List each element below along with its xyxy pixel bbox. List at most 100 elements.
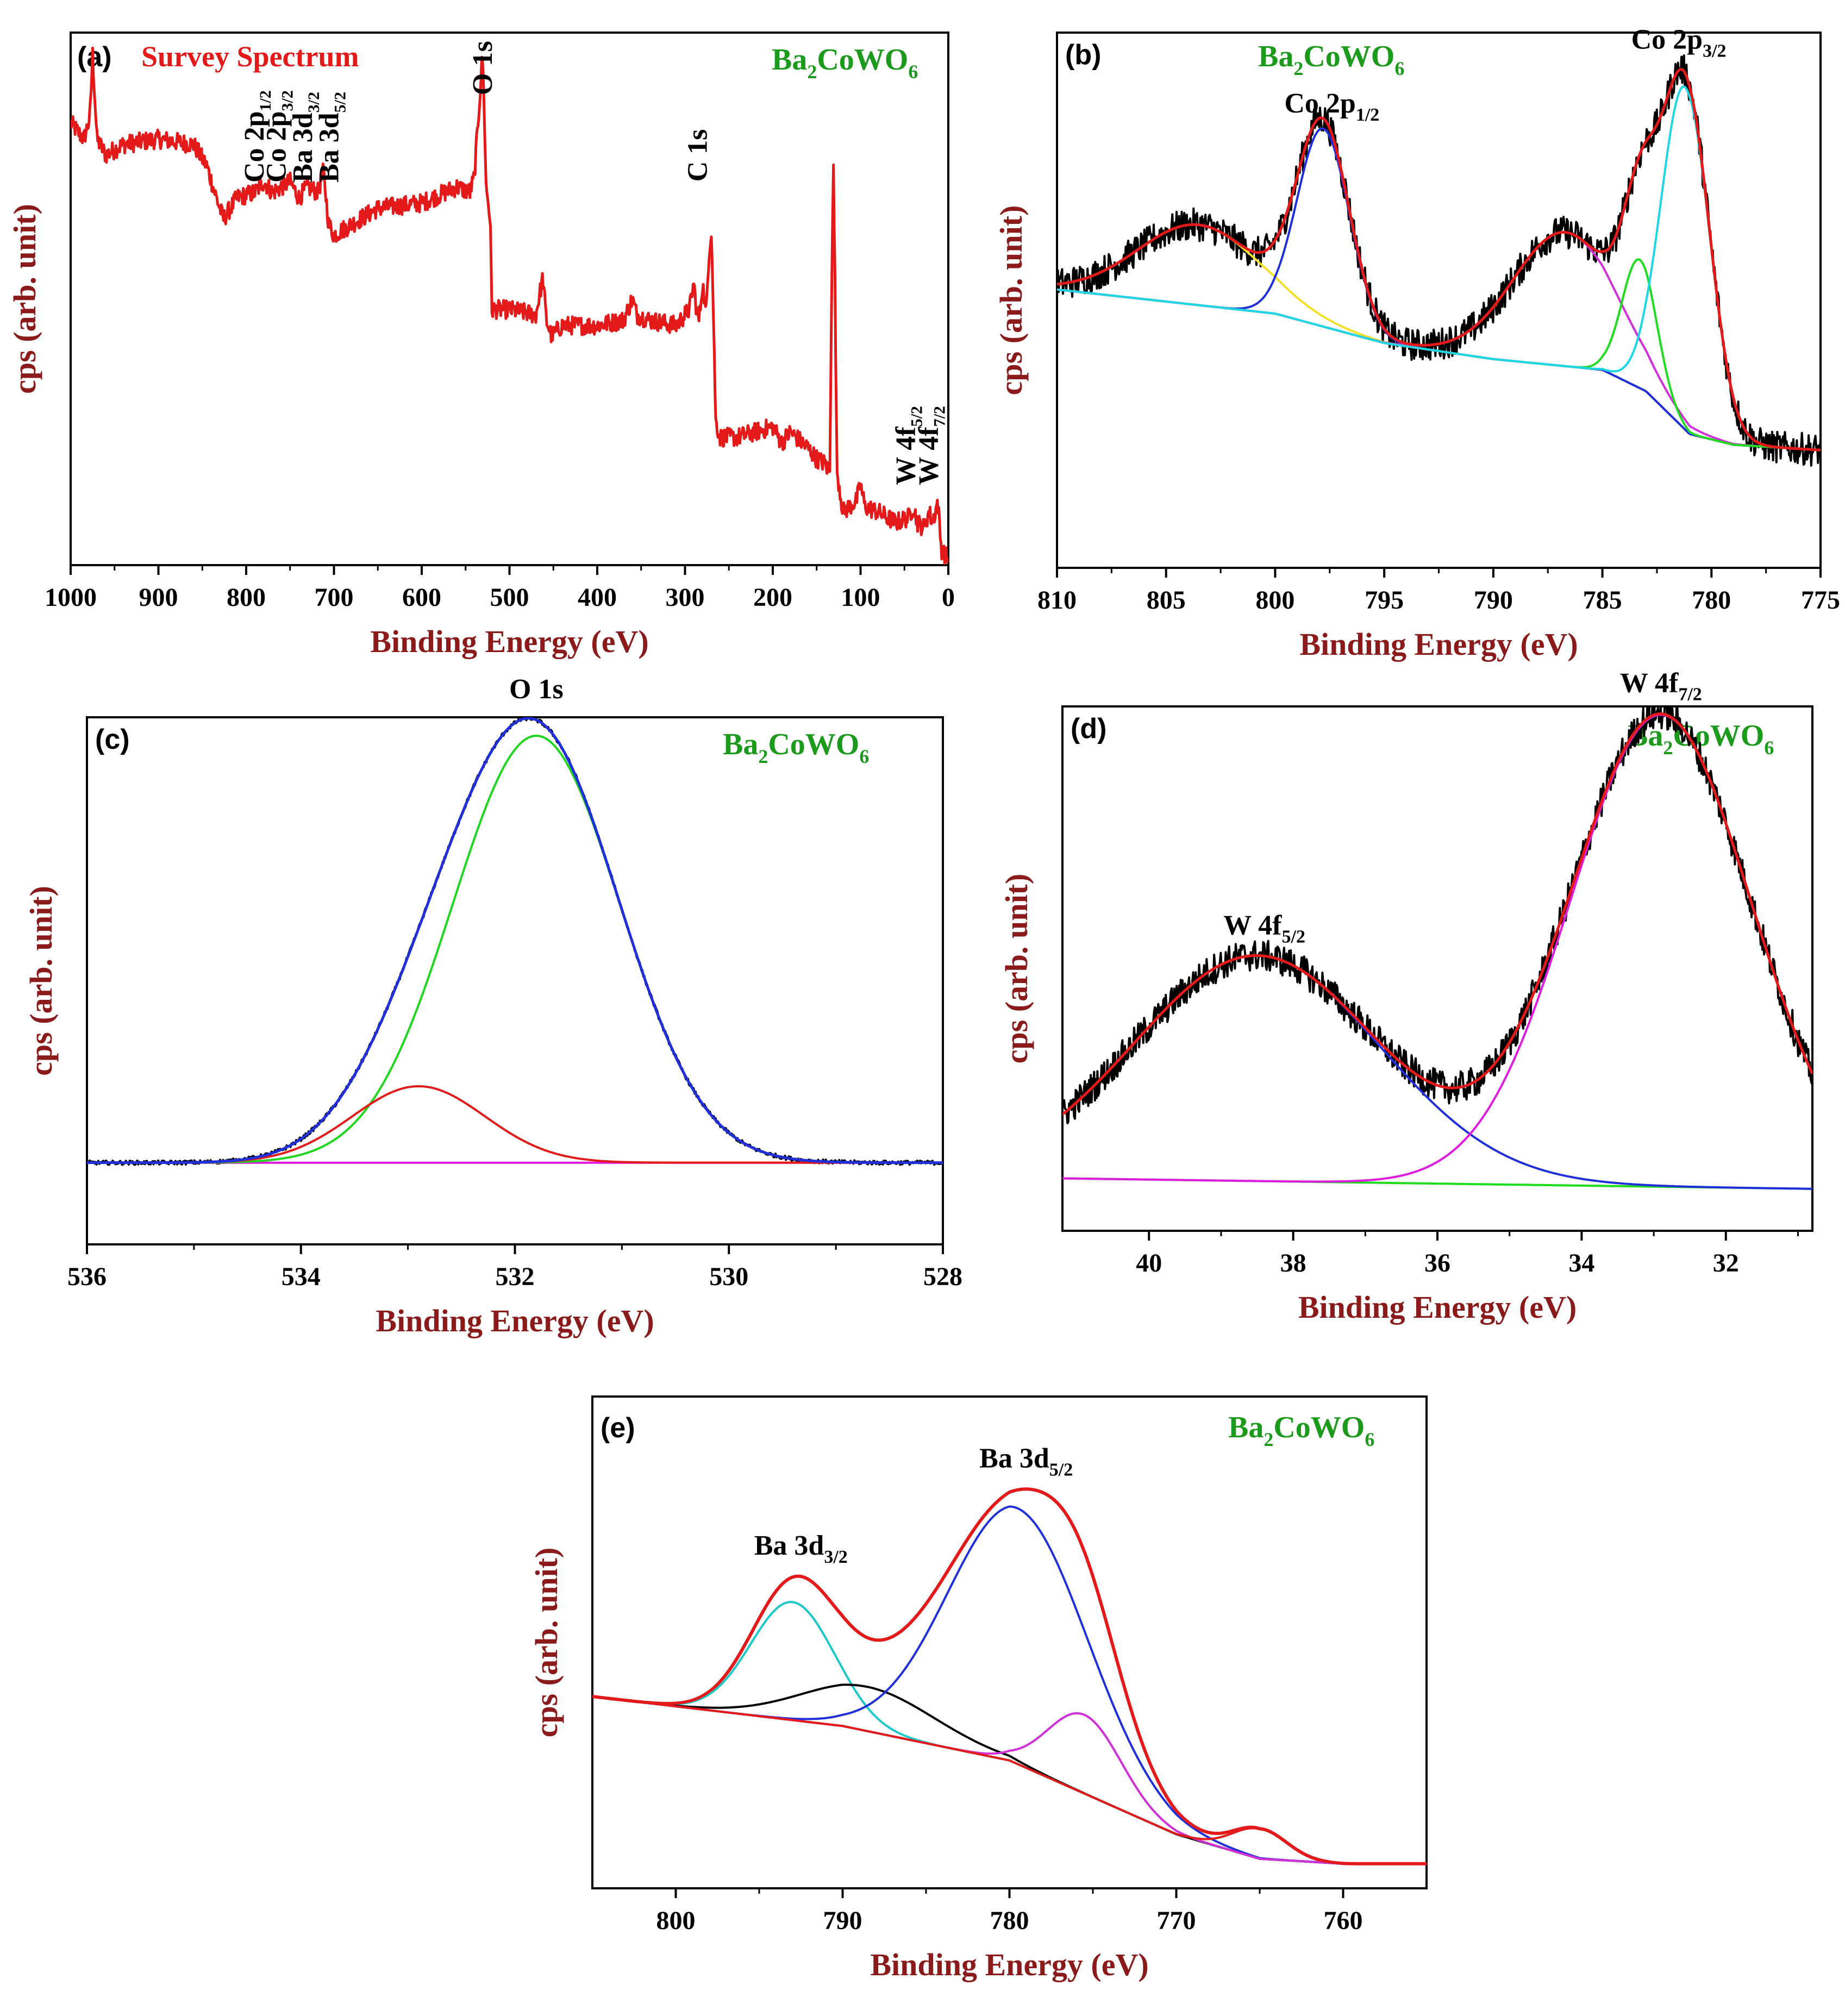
- plot-area: [592, 1487, 1427, 1865]
- plot-area: [71, 46, 948, 565]
- x-tick-label: 810: [1037, 586, 1077, 615]
- plot-frame: [1056, 32, 1822, 569]
- peak-annotation: W 4f7/2: [1620, 668, 1702, 705]
- x-axis-title: Binding Energy (eV): [870, 1947, 1148, 1982]
- x-axis-title: Binding Energy (eV): [376, 1303, 654, 1338]
- x-tick-label: 530: [709, 1262, 748, 1291]
- compound-label: Ba2CoWO6: [1228, 1411, 1374, 1450]
- x-tick-label: 790: [823, 1906, 862, 1935]
- peak-annotation: Ba 3d3/2: [754, 1530, 848, 1567]
- measured-data-line: [592, 1487, 1427, 1865]
- x-tick-label: 500: [490, 583, 529, 612]
- x-axis-title: Binding Energy (eV): [1299, 627, 1578, 662]
- x-tick-label: 760: [1324, 1906, 1363, 1935]
- x-tick-label: 300: [666, 583, 705, 612]
- survey-series-line: [71, 46, 948, 565]
- fit-component-line: [87, 735, 943, 1164]
- peak-annotation: Co 2p1/2: [239, 90, 274, 183]
- peak-annotation: O 1s: [509, 674, 564, 705]
- measured-data-line: [1062, 706, 1812, 1124]
- x-tick-label: 785: [1583, 586, 1622, 615]
- peak-annotation: C 1s: [683, 129, 714, 182]
- x-tick-label: 200: [753, 583, 792, 612]
- plot-frame: [70, 32, 949, 566]
- compound-label: Ba2CoWO6: [1258, 40, 1404, 79]
- x-tick-label: 1000: [45, 583, 97, 612]
- x-tick-label: 790: [1474, 586, 1513, 615]
- panel-d: 40 38 36 34 32 Binding Energy (eV) cps (arb. u…: [999, 668, 1813, 1325]
- x-tick-label: 34: [1568, 1249, 1594, 1278]
- panel-b: 810 805 800 795 790 785 780 775 Binding Energy (…: [993, 24, 1840, 662]
- panel-label: (b): [1065, 39, 1101, 71]
- x-tick-label: 532: [496, 1262, 535, 1291]
- x-tick-label: 780: [1692, 586, 1731, 615]
- panel-e: 800 790 780 770 760 Binding Energy (eV) cps (a…: [529, 1395, 1428, 1982]
- fit-component-line: [1057, 127, 1821, 452]
- panel-label: (c): [95, 724, 130, 755]
- compound-label: Ba2CoWO6: [772, 43, 918, 83]
- fit-component-line: [87, 1085, 943, 1164]
- fit-component-line: [1057, 258, 1821, 452]
- panel-label: (d): [1071, 713, 1106, 744]
- x-tick-label: 528: [923, 1262, 962, 1291]
- peak-annotation: Co 2p1/2: [1284, 88, 1379, 125]
- x-tick-label: 536: [67, 1262, 107, 1291]
- peak-annotation: Ba 3d3/2: [287, 92, 323, 183]
- y-axis-title: cps (arb. unit): [993, 205, 1029, 396]
- fit-component-line: [1057, 85, 1821, 452]
- x-tick-label: 805: [1147, 586, 1186, 615]
- panel-label: (e): [601, 1412, 635, 1444]
- peak-annotation: W 4f7/2: [913, 406, 948, 485]
- fit-component-line: [592, 1695, 1427, 1865]
- fit-envelope-line: [87, 717, 943, 1164]
- peak-annotation: W 4f5/2: [890, 406, 925, 485]
- fit-envelope-line: [1062, 712, 1812, 1116]
- peak-annotation: Ba 3d5/2: [979, 1443, 1073, 1480]
- y-axis-title: cps (arb. unit): [23, 886, 59, 1076]
- plot-frame: [1061, 705, 1813, 1232]
- fit-envelope-line: [1057, 67, 1821, 452]
- x-tick-label: 800: [656, 1906, 696, 1935]
- x-tick-label: 40: [1136, 1249, 1162, 1278]
- x-tick-label: 0: [942, 583, 955, 612]
- x-tick-label: 534: [282, 1262, 321, 1291]
- x-tick-label: 38: [1280, 1249, 1306, 1278]
- x-tick-label: 32: [1713, 1249, 1739, 1278]
- background-line: [592, 1695, 1427, 1865]
- peak-annotation: Co 2p3/2: [261, 90, 297, 183]
- x-tick-label: 795: [1365, 586, 1404, 615]
- x-tick-label: 775: [1801, 586, 1840, 615]
- x-tick-label: 36: [1424, 1249, 1450, 1278]
- fit-component-line: [592, 1601, 1427, 1865]
- chart-title: Survey Spectrum: [141, 40, 359, 73]
- plot-area: [87, 717, 943, 1166]
- compound-label: Ba2CoWO6: [723, 728, 869, 767]
- x-tick-label: 800: [227, 583, 266, 612]
- peak-annotation: O 1s: [467, 41, 498, 95]
- fit-component-line: [1062, 713, 1812, 1183]
- x-tick-label: 900: [139, 583, 178, 612]
- x-tick-label: 800: [1255, 586, 1294, 615]
- x-tick-label: 600: [402, 583, 441, 612]
- plot-area: [1062, 706, 1812, 1190]
- measured-data-line: [87, 717, 943, 1166]
- fit-component-line: [592, 1695, 1427, 1865]
- y-axis-title: cps (arb. unit): [999, 874, 1034, 1064]
- x-axis-title: Binding Energy (eV): [370, 624, 648, 659]
- peak-annotation: W 4f5/2: [1223, 910, 1305, 947]
- peak-annotation: Co 2p3/2: [1631, 24, 1727, 61]
- panel-c: 536 534 532 530 528 Binding Energy (eV) cps (a…: [23, 674, 962, 1338]
- y-axis-title: cps (arb. unit): [529, 1548, 564, 1738]
- x-tick-label: 100: [841, 583, 880, 612]
- y-axis-title: cps (arb. unit): [7, 204, 42, 394]
- x-tick-label: 780: [990, 1906, 1029, 1935]
- measured-data-line: [1057, 54, 1821, 467]
- x-axis-title: Binding Energy (eV): [1298, 1289, 1577, 1325]
- fit-envelope-line: [592, 1487, 1427, 1865]
- panel-a: 1000 900 800 700 600 500 400 300 200 100 0Binding …: [7, 32, 955, 659]
- plot-frame: [86, 716, 944, 1245]
- plot-area: [1057, 54, 1821, 467]
- peak-annotation: Ba 3d5/2: [314, 92, 349, 183]
- background-line: [1057, 288, 1821, 452]
